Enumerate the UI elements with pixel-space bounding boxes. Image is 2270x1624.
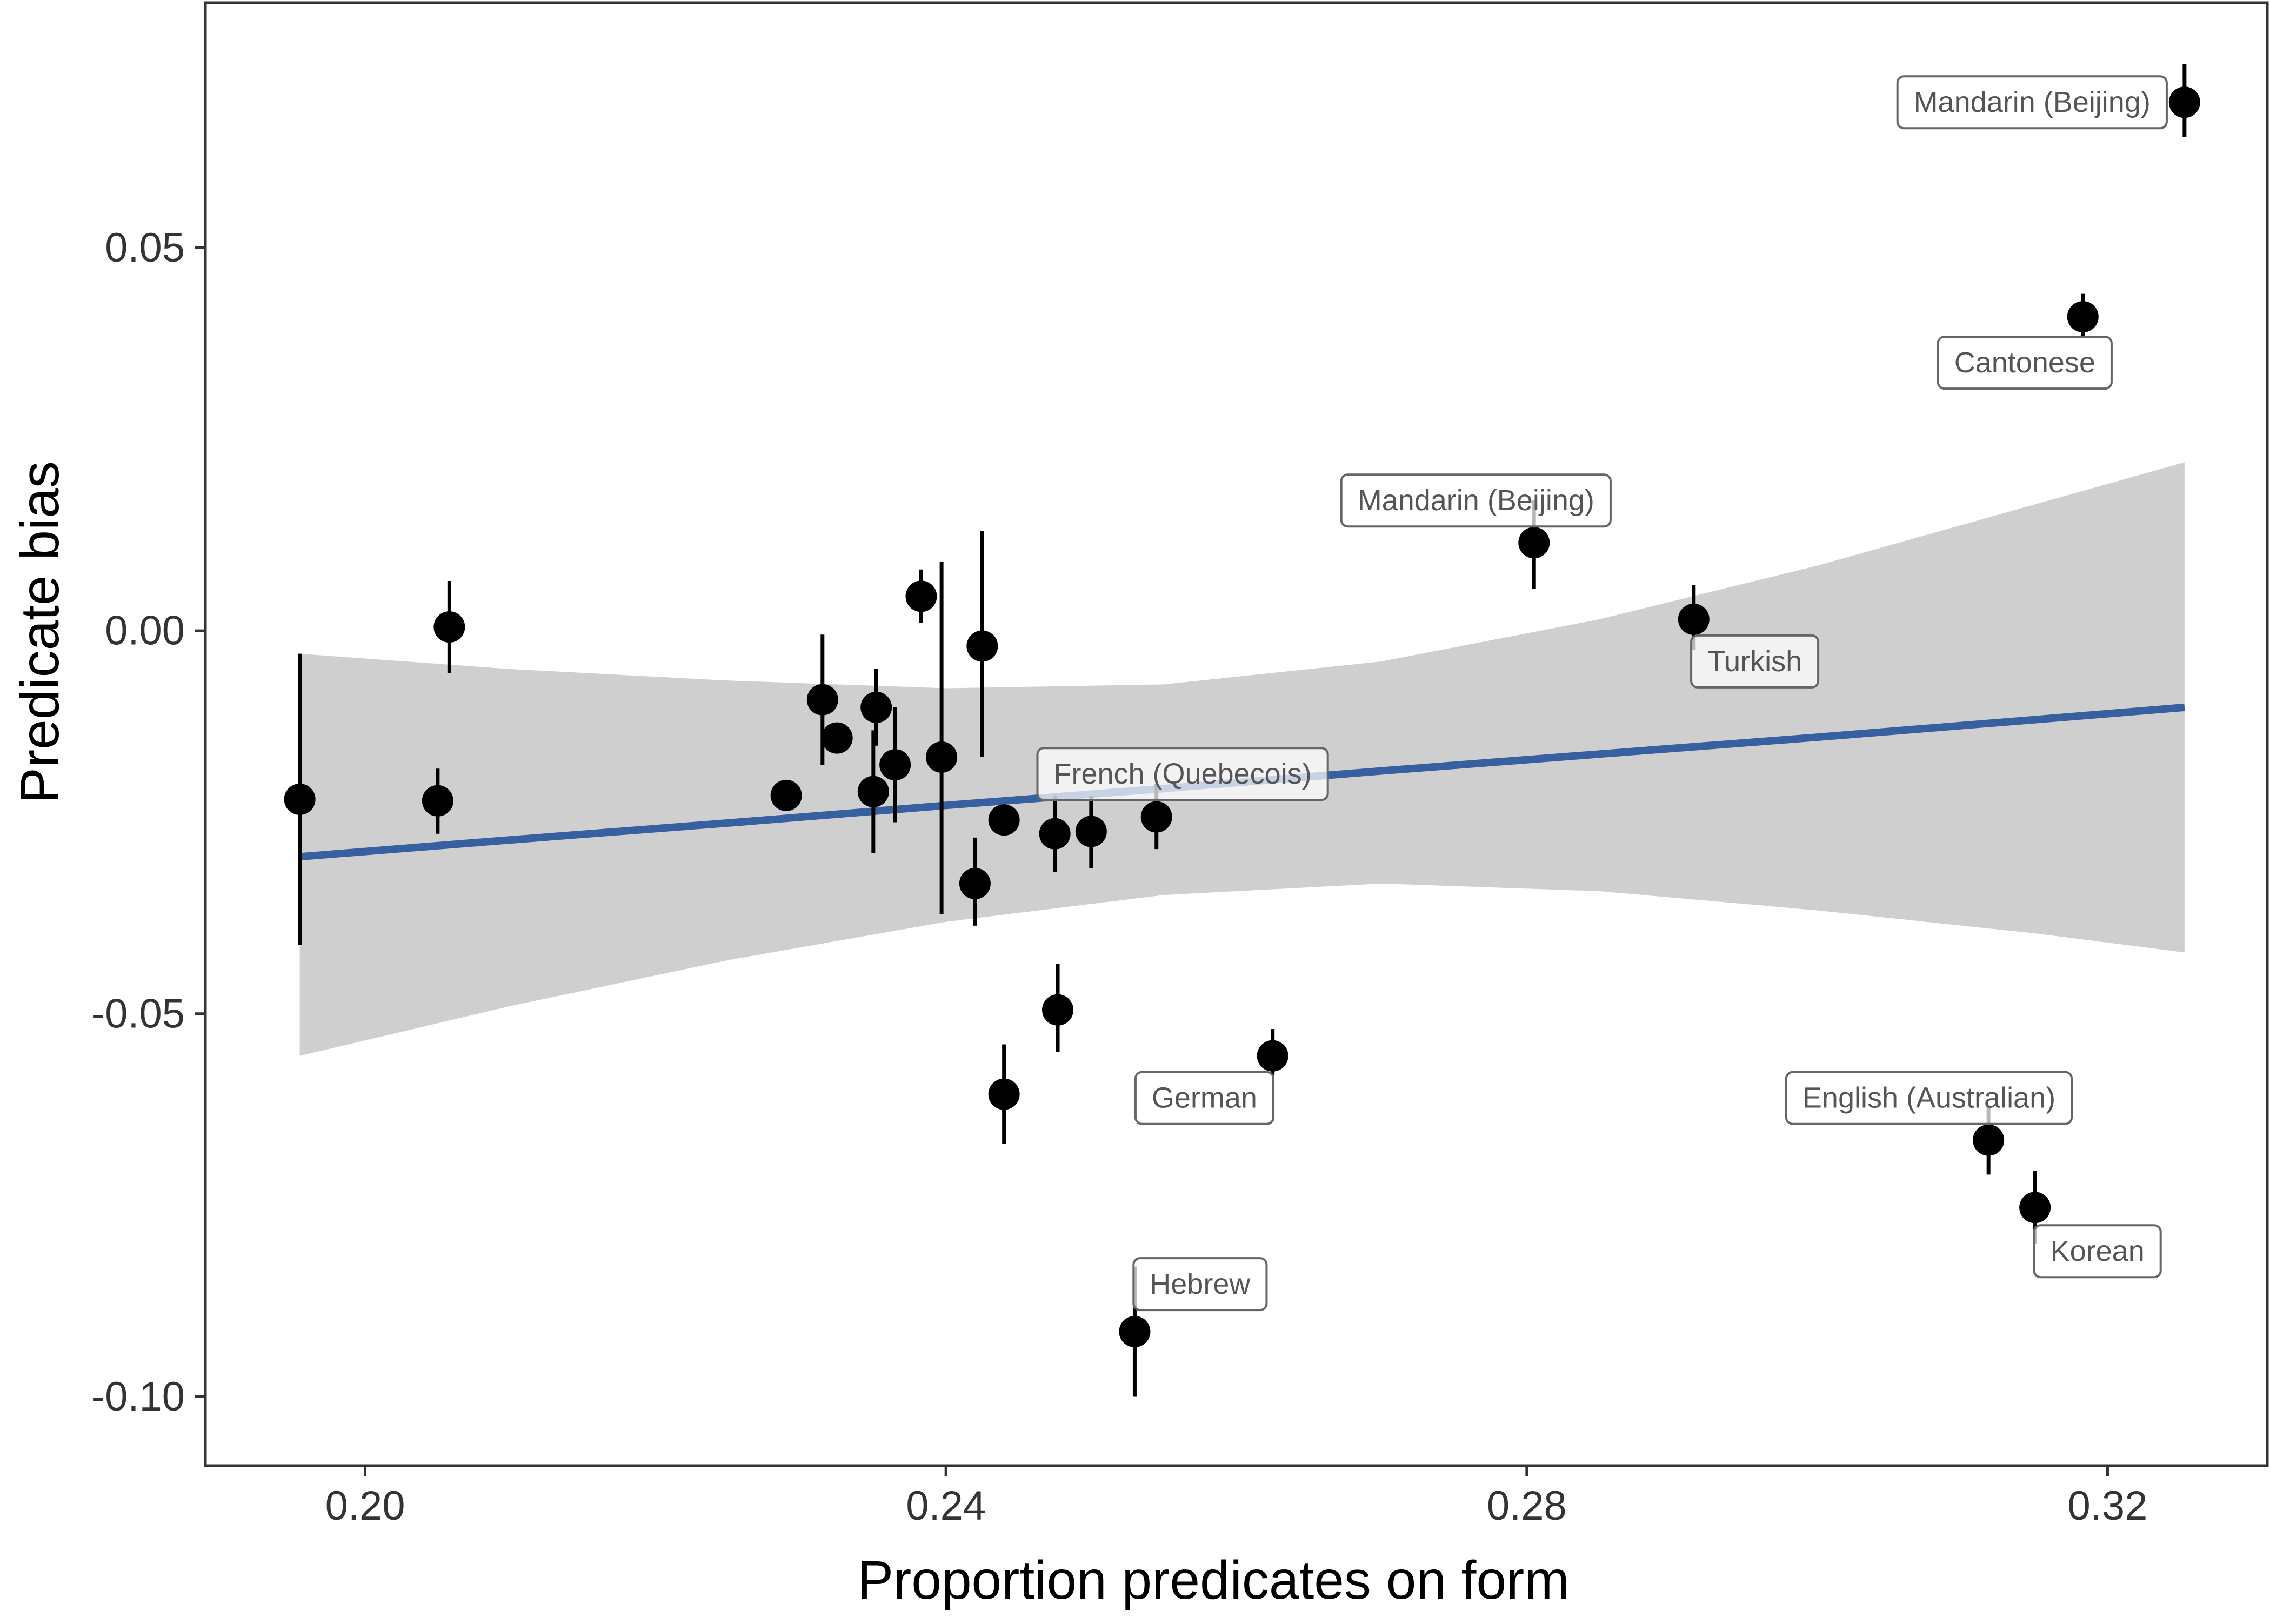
point-label-7: Korean (2033, 1224, 2162, 1279)
point-label-1: Cantonese (1937, 336, 2113, 390)
point-label-box-8 (1132, 1257, 1268, 1312)
data-point-1 (422, 785, 453, 817)
y-tick-label-2: 0.00 (105, 608, 185, 654)
point-label-box-3 (1690, 634, 1820, 689)
data-point-25 (2067, 301, 2099, 333)
data-point-15 (1039, 818, 1071, 850)
data-point-24 (2019, 1192, 2051, 1224)
x-tick-label-3: 0.32 (2068, 1483, 2148, 1529)
point-label-text-6: English (Australian) (1802, 1082, 2055, 1114)
point-label-text-8: Hebrew (1150, 1268, 1251, 1300)
point-label-text-2: Mandarin (Beijing) (1358, 484, 1594, 517)
point-label-text-0: Mandarin (Beijing) (1914, 86, 2151, 118)
point-label-6: English (Australian) (1785, 1071, 2073, 1125)
point-label-4: French (Quebecois) (1036, 747, 1329, 801)
point-label-text-5: German (1152, 1082, 1257, 1114)
data-point-12 (966, 630, 998, 662)
point-label-text-7: Korean (2051, 1235, 2145, 1267)
data-point-11 (959, 867, 991, 899)
data-point-20 (1257, 1040, 1288, 1072)
data-point-21 (1518, 527, 1550, 559)
x-tick-label-0: 0.20 (325, 1483, 405, 1529)
y-tick-label-1: -0.05 (91, 991, 185, 1037)
point-label-text-3: Turkish (1707, 645, 1802, 678)
data-point-5 (821, 722, 853, 754)
data-point-13 (988, 804, 1020, 836)
point-label-box-5 (1134, 1071, 1274, 1125)
point-label-3: Turkish (1690, 634, 1820, 689)
point-label-5: German (1134, 1071, 1274, 1125)
data-point-17 (1075, 816, 1107, 847)
data-point-14 (988, 1078, 1020, 1110)
data-point-26 (2168, 86, 2200, 118)
axis-layer: 0.20 0.24 0.28 0.32 -0.10 -0.05 0.00 0.05 (91, 225, 2148, 1529)
point-label-box-1 (1937, 336, 2113, 390)
y-tick-label-3: 0.05 (105, 225, 185, 271)
x-tick-label-2: 0.28 (1487, 1483, 1567, 1529)
y-tick-label-0: -0.10 (91, 1374, 185, 1420)
x-tick-label-1: 0.24 (906, 1483, 986, 1529)
point-label-0: Mandarin (Beijing) (1896, 75, 2168, 130)
point-label-box-4 (1036, 747, 1329, 801)
data-point-6 (857, 776, 889, 807)
data-point-9 (905, 580, 937, 612)
data-point-4 (806, 684, 838, 716)
data-point-8 (879, 749, 911, 781)
panel-border (204, 1, 2269, 1467)
point-label-text-1: Cantonese (1954, 346, 2095, 379)
point-label-box-2 (1340, 473, 1612, 528)
point-label-layer: Mandarin (Beijing) Cantonese Mandarin (Bei… (1036, 75, 2168, 1312)
data-point-18 (1119, 1315, 1151, 1347)
point-label-box-0 (1896, 75, 2168, 130)
data-point-7 (860, 691, 892, 723)
y-axis-title: Predicate bias (10, 461, 70, 804)
data-point-19 (1140, 801, 1172, 833)
data-point-23 (1973, 1124, 2005, 1156)
point-label-box-7 (2033, 1224, 2162, 1279)
point-label-text-4: French (Quebecois) (1053, 758, 1311, 790)
x-axis-title: Proportion predicates on form (857, 1550, 1569, 1610)
data-point-10 (926, 741, 958, 773)
data-point-0 (284, 783, 316, 815)
data-point-22 (1678, 603, 1710, 635)
point-label-2: Mandarin (Beijing) (1340, 473, 1612, 528)
point-layer (284, 86, 2200, 1347)
data-point-16 (1042, 994, 1074, 1026)
point-label-8: Hebrew (1132, 1257, 1268, 1312)
data-point-3 (770, 779, 802, 811)
data-point-2 (433, 611, 465, 643)
point-label-box-6 (1785, 1071, 2073, 1125)
